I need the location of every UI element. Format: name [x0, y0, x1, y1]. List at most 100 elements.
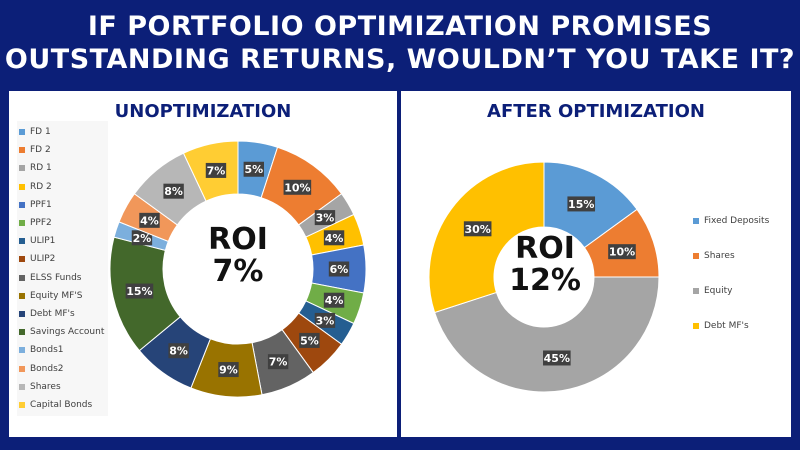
optimized-data-label-text: 45%: [544, 352, 570, 365]
unoptimized-data-label-text: 3%: [316, 212, 335, 225]
unoptimized-data-label-rd-1: 3%: [314, 210, 336, 226]
unoptimized-data-label-ulip1: 3%: [314, 312, 336, 328]
headline: IF PORTFOLIO OPTIMIZATION PROMISES OUTST…: [0, 0, 800, 86]
unoptimized-data-label-box: [163, 183, 184, 199]
unoptimized-legend-item-rd-2: RD 2: [19, 178, 104, 196]
optimized-legend-label: Fixed Deposits: [704, 215, 770, 226]
unoptimized-legend-label: FD 2: [30, 145, 51, 156]
unoptimized-center-label: ROI 7%: [193, 224, 283, 288]
optimized-legend-item-equity: Equity: [693, 273, 769, 308]
unoptimized-legend-swatch: [19, 220, 25, 227]
unoptimized-data-label-ppf2: 4%: [323, 292, 345, 308]
unoptimized-legend-label: PPF1: [30, 199, 52, 210]
unoptimized-data-label-box: [168, 343, 189, 359]
unoptimized-legend-label: RD 2: [30, 181, 52, 192]
unoptimized-data-label-box: [205, 162, 227, 178]
unoptimized-legend-swatch: [19, 274, 25, 281]
unoptimized-legend-label: Bonds2: [30, 363, 64, 374]
unoptimized-legend-item-ppf1: PPF1: [19, 196, 104, 214]
optimized-legend-item-fixed-deposits: Fixed Deposits: [693, 203, 769, 238]
optimized-data-label-fixed-deposits: 15%: [567, 196, 596, 212]
unoptimized-legend-swatch: [19, 329, 25, 336]
unoptimized-data-label-box: [323, 292, 345, 308]
optimized-slice-debt-mf-s: [428, 161, 545, 314]
unoptimized-legend-item-ulip2: ULIP2: [19, 250, 104, 268]
optimized-legend-item-debt-mf-s: Debt MF's: [693, 308, 769, 343]
unoptimized-legend-item-equity-mf-s: Equity MF'S: [19, 287, 104, 305]
optimized-center-label: ROI 12%: [495, 233, 595, 297]
unoptimized-data-label-ppf1: 6%: [328, 261, 350, 277]
unoptimized-legend-swatch: [19, 401, 25, 408]
unoptimized-legend-item-capital-bonds: Capital Bonds: [19, 396, 104, 414]
unoptimized-legend: FD 1 FD 2 RD 1 RD 2 PPF1 PPF2 ULIP1 ULIP2 ELSS F…: [17, 121, 109, 416]
unoptimized-legend-swatch: [19, 347, 25, 354]
unoptimized-data-label-box: [139, 212, 160, 228]
unoptimized-data-label-box: [267, 354, 289, 370]
unoptimized-legend-label: Capital Bonds: [30, 399, 93, 410]
unoptimized-data-label-box: [243, 161, 264, 177]
unoptimized-legend-label: RD 1: [30, 163, 52, 174]
unoptimized-data-label-text: 15%: [126, 285, 152, 298]
unoptimized-legend-swatch: [19, 201, 25, 208]
unoptimized-data-label-text: 10%: [284, 181, 310, 194]
optimized-chart-title: AFTER OPTIMIZATION: [487, 101, 705, 122]
unoptimized-legend-label: Savings Account: [30, 327, 105, 338]
optimized-data-label-text: 15%: [568, 198, 594, 211]
optimized-data-label-debt-mf-s: 30%: [463, 221, 492, 237]
unoptimized-data-label-text: 5%: [244, 163, 263, 176]
unoptimized-legend-label: FD 1: [30, 127, 51, 138]
unoptimized-data-label-text: 2%: [133, 232, 152, 245]
unoptimized-data-label-shares: 8%: [163, 183, 184, 199]
unoptimized-data-label-text: 7%: [269, 356, 288, 369]
unoptimized-legend-swatch: [19, 147, 25, 154]
unoptimized-chart-panel: UNOPTIMIZATION FD 1 FD 2 RD 1 RD 2 PPF1 PPF2 U…: [9, 91, 397, 437]
unoptimized-data-label-fd-1: 5%: [243, 161, 264, 177]
unoptimized-data-label-savings-account: 15%: [125, 283, 154, 299]
unoptimized-legend-swatch: [19, 310, 25, 317]
unoptimized-data-label-box: [125, 283, 154, 299]
unoptimized-legend-label: ULIP1: [30, 236, 56, 247]
unoptimized-legend-item-ppf2: PPF2: [19, 214, 104, 232]
unoptimized-legend-item-fd-1: FD 1: [19, 123, 104, 141]
unoptimized-data-label-text: 4%: [325, 232, 344, 245]
optimized-legend-swatch: [693, 287, 699, 294]
unoptimized-data-label-text: 4%: [325, 294, 344, 307]
headline-line-2: OUTSTANDING RETURNS, WOULDN’T YOU TAKE I…: [4, 44, 796, 75]
optimized-legend-swatch: [693, 322, 699, 329]
unoptimized-legend-swatch: [19, 165, 25, 172]
unoptimized-legend-item-fd-2: FD 2: [19, 141, 104, 159]
unoptimized-center-value: 7%: [212, 254, 264, 289]
unoptimized-data-label-text: 4%: [140, 214, 159, 227]
optimized-legend-label: Debt MF's: [704, 320, 749, 331]
optimized-donut-chart: 15% 10% 45% 30%: [428, 161, 660, 393]
unoptimized-legend-swatch: [19, 383, 25, 390]
unoptimized-data-label-rd-2: 4%: [323, 230, 345, 246]
optimized-data-label-box: [608, 244, 636, 260]
unoptimized-legend-item-ulip1: ULIP1: [19, 232, 104, 250]
headline-line-1: IF PORTFOLIO OPTIMIZATION PROMISES: [87, 11, 713, 42]
unoptimized-legend-item-shares: Shares: [19, 378, 104, 396]
unoptimized-data-label-elss-funds: 7%: [267, 354, 289, 370]
unoptimized-data-label-fd-2: 10%: [283, 179, 312, 195]
unoptimized-data-label-bonds1: 2%: [131, 230, 153, 246]
unoptimized-center-roi: ROI: [208, 222, 268, 257]
optimized-data-label-equity: 45%: [543, 350, 571, 366]
optimized-slice-equity: [433, 276, 660, 393]
unoptimized-data-label-ulip2: 5%: [299, 332, 320, 348]
unoptimized-legend-item-rd-1: RD 1: [19, 159, 104, 177]
unoptimized-data-label-box: [314, 312, 336, 328]
unoptimized-data-label-text: 7%: [207, 164, 226, 177]
optimized-legend: Fixed Deposits Shares Equity Debt MF's: [693, 203, 769, 343]
unoptimized-data-label-text: 8%: [164, 185, 183, 198]
unoptimized-legend-item-bonds2: Bonds2: [19, 359, 104, 377]
unoptimized-legend-label: ELSS Funds: [30, 272, 82, 283]
unoptimized-legend-item-savings-account: Savings Account: [19, 323, 104, 341]
unoptimized-donut-chart: 5% 10% 3% 4% 6% 4% 3% 5% 7% 9% 8% 15% 2% 4% 8% 7%: [109, 140, 367, 398]
unoptimized-legend-swatch: [19, 183, 25, 190]
unoptimized-legend-swatch: [19, 238, 25, 245]
optimized-center-value: 12%: [509, 263, 581, 298]
unoptimized-data-label-text: 3%: [316, 314, 335, 327]
optimized-legend-item-shares: Shares: [693, 238, 769, 273]
unoptimized-legend-item-elss-funds: ELSS Funds: [19, 269, 104, 287]
optimized-data-label-text: 10%: [609, 246, 635, 259]
